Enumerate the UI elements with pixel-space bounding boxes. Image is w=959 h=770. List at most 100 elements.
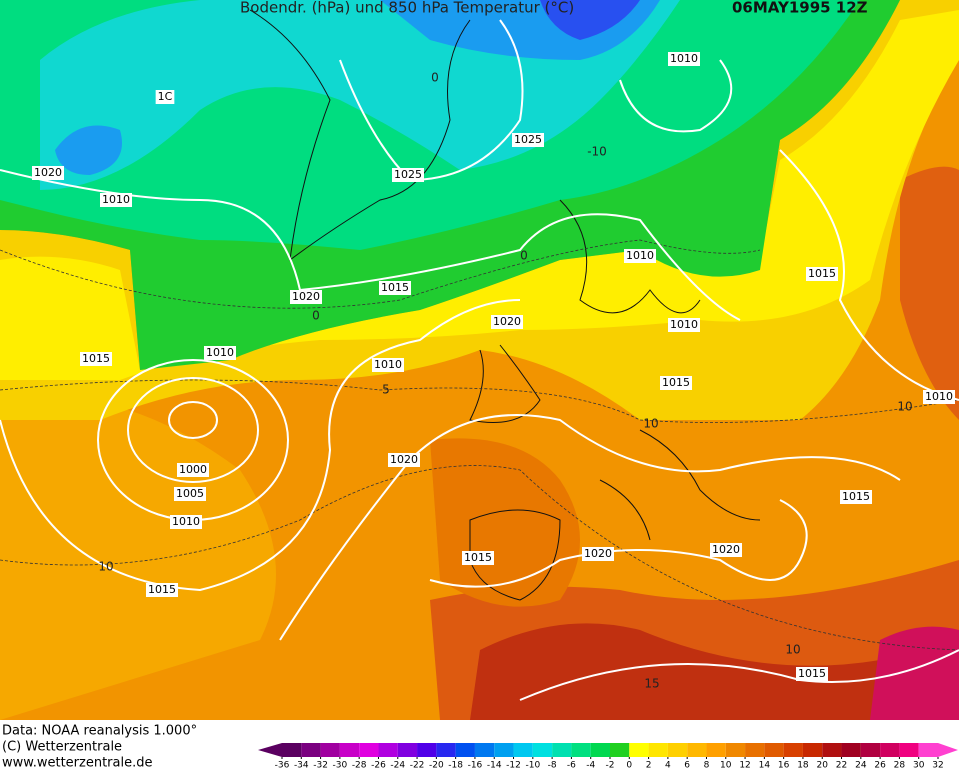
colorbar-swatch [706, 743, 726, 757]
isobar-label: 1020 [584, 547, 612, 560]
temp-zone [900, 166, 959, 420]
isobar-label-box [582, 547, 614, 561]
isotherm-label: 15 [644, 677, 659, 691]
isotherm [0, 239, 761, 309]
isobar-label-box [174, 487, 206, 501]
colorbar-swatch [783, 743, 803, 757]
isobar-label: 1015 [842, 490, 870, 503]
colorbar-tick-label: -6 [567, 761, 576, 770]
colorbar-tick-label: 6 [684, 761, 690, 770]
temp-zone [0, 10, 959, 380]
colorbar-swatch [513, 743, 533, 757]
colorbar-tick-label: -4 [586, 761, 595, 770]
isobar-label: 1015 [148, 583, 176, 596]
isobar-label-box [170, 515, 202, 529]
isobar [0, 169, 741, 321]
isotherm-label: 10 [785, 643, 800, 657]
colorbar-swatch [725, 743, 746, 757]
footer: Data: NOAA reanalysis 1.000°(C) Wetterze… [2, 724, 197, 770]
isobar-label-box [80, 352, 112, 366]
isotherm-label: 10 [98, 560, 113, 574]
colorbar-tick-label: -8 [548, 761, 557, 770]
isobar-label-box [806, 267, 838, 281]
isobar-label: 1015 [82, 352, 110, 365]
colorbar-swatch [571, 743, 591, 757]
isobar-label: 1010 [102, 193, 130, 206]
isobar-label-box [290, 290, 322, 304]
colorbar-swatch [417, 743, 437, 757]
colorbar-swatch [841, 743, 861, 757]
colorbar-tick-label: -16 [468, 761, 483, 770]
isobar-label: 1015 [798, 667, 826, 680]
colorbar-swatch [339, 743, 360, 757]
colorbar-tick-label: -34 [294, 761, 309, 770]
temp-zone [470, 623, 959, 720]
colorbar-swatch [918, 743, 938, 757]
colorbar-tick-label: -24 [390, 761, 405, 770]
isobar-label-box [840, 490, 872, 504]
isobar-label: 1015 [464, 551, 492, 564]
isobar-label-box [204, 346, 236, 360]
colorbar-swatch [764, 743, 784, 757]
isotherm-label: 0 [312, 309, 320, 323]
isobar [168, 401, 218, 439]
isobar [429, 499, 808, 588]
isobar-label: 1020 [292, 290, 320, 303]
isobar-label: 1C [158, 90, 173, 103]
colorbar-tick-label: -18 [448, 761, 463, 770]
colorbar-tick-label: -28 [352, 761, 367, 770]
isobar-label-box [796, 667, 828, 681]
colorbar-tick-label: 18 [797, 761, 809, 770]
colorbar-swatch [494, 743, 514, 757]
isobar-label: 1010 [206, 346, 234, 359]
isobar-label-box [624, 249, 656, 263]
isobar-label-box [155, 90, 175, 104]
coastline [249, 9, 471, 262]
colorbar: -36 -34 -32 -30 -28 -26 -24 -22 -20 -18 -16 -14 -12-… [258, 743, 958, 770]
colorbar-swatch [802, 743, 823, 757]
coastline [469, 344, 541, 423]
isobar-label-box [177, 463, 209, 477]
colorbar-tick-label: 2 [646, 761, 652, 770]
isobar-label: 1025 [394, 168, 422, 181]
colorbar-swatch [822, 743, 842, 757]
isobar-label-box [392, 168, 424, 182]
colorbar-tick-label: 12 [739, 761, 750, 770]
colorbar-tick-label: -12 [506, 761, 521, 770]
isobar [779, 149, 959, 401]
isobar-label: 1020 [34, 166, 62, 179]
colorbar-tick-label: 32 [932, 761, 943, 770]
isotherm-label: 10 [897, 400, 912, 414]
temp-zone [870, 626, 959, 720]
coastline [599, 429, 761, 541]
colorbar-swatch [474, 743, 495, 757]
isobar-label: 1010 [172, 515, 200, 528]
isobar-label-box [100, 193, 132, 207]
colorbar-swatch [745, 743, 765, 757]
isobar-label: 1010 [670, 318, 698, 331]
colorbar-swatch [378, 743, 398, 757]
isobar [0, 299, 521, 592]
isobar-label-box [146, 583, 178, 597]
colorbar-swatch [436, 743, 456, 757]
isobar-label: 1010 [374, 358, 402, 371]
coastline [469, 509, 561, 601]
coastline [559, 199, 701, 314]
isotherm-label: 10 [643, 417, 658, 431]
colorbar-tick-label: -30 [333, 761, 348, 770]
isobar-label-box [668, 318, 700, 332]
colorbar-tick-label: 24 [855, 761, 867, 770]
isobar-label: 1020 [712, 543, 740, 556]
footer-line: www.wetterzentrale.de [2, 756, 152, 770]
colorbar-tick-label: -36 [275, 761, 290, 770]
colorbar-tick-label: 8 [704, 761, 710, 770]
isotherm [0, 379, 959, 423]
footer-line: Data: NOAA reanalysis 1.000° [2, 724, 197, 739]
colorbar-arrow-low [258, 743, 282, 757]
isobar-label-box [923, 390, 955, 404]
colorbar-swatch [687, 743, 707, 757]
colorbar-tick-label: -14 [487, 761, 502, 770]
temp-zone [0, 396, 276, 720]
colorbar-tick-label: 30 [913, 761, 925, 770]
